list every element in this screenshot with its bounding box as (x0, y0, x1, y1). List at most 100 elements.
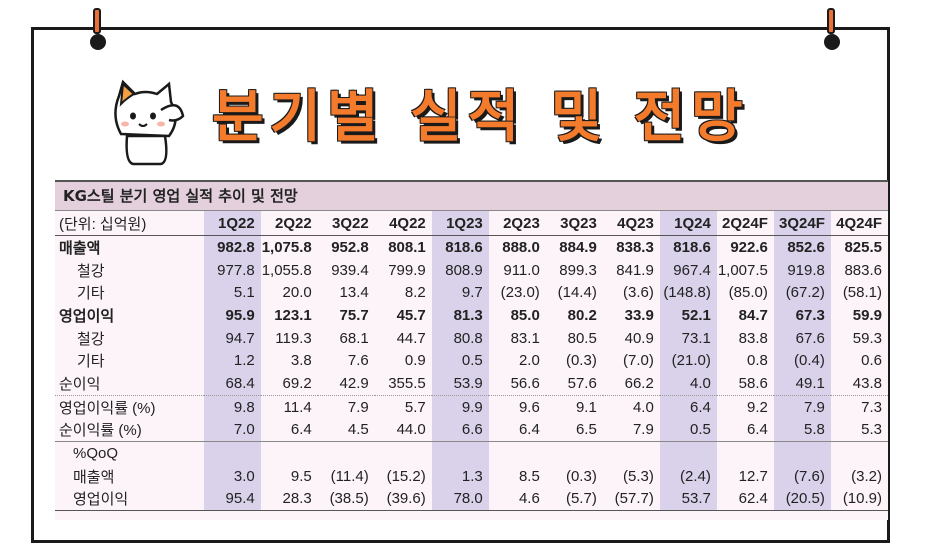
table-cell: 80.2 (567, 306, 597, 324)
table-cell (260, 441, 318, 465)
column-header-4q22: 4Q22 (374, 211, 432, 236)
table-cell: 69.2 (282, 374, 312, 392)
table-cell: (148.8) (659, 281, 717, 305)
table-cell: 59.3 (852, 329, 882, 347)
table-cell: 20.0 (282, 284, 312, 302)
table-cell: (14.4) (557, 284, 597, 302)
table-cell: 838.3 (616, 238, 654, 256)
table-cell: 7.9 (317, 394, 375, 419)
table-header-row: (단위: 십억원) 1Q22 2Q22 3Q22 4Q22 1Q23 2Q23 3Q23 4Q2… (55, 211, 888, 236)
row-label: 철강 (77, 262, 105, 280)
table-cell: 52.1 (659, 304, 717, 327)
table-cell: 44.0 (396, 421, 426, 439)
table-row: 기타 1.2 3.8 7.6 0.9 0.5 2.0 (0.3) (7.0) (21.0) 0.8 (… (55, 349, 888, 373)
table-cell: 44.7 (396, 329, 426, 347)
table-cell: 123.1 (274, 306, 312, 324)
table-caption: KG스틸 분기 영업 실적 추이 및 전망 (55, 180, 888, 211)
row-label: 영업이익 (59, 307, 115, 325)
table-cell: 825.5 (844, 238, 882, 256)
table-cell: 982.8 (203, 235, 261, 259)
column-header-1q23: 1Q23 (431, 211, 489, 236)
table-cell: 7.9 (773, 394, 831, 419)
table-cell: 939.4 (331, 261, 369, 279)
table-cell: 808.9 (431, 258, 489, 282)
table-cell: (7.6) (773, 464, 831, 488)
table-cell: 1,007.5 (717, 261, 768, 279)
table-cell: 5.1 (203, 281, 261, 305)
table-cell: 3.8 (290, 352, 312, 370)
table-cell: 9.6 (488, 394, 546, 419)
table-cell (317, 441, 375, 465)
table-cell: (3.2) (851, 467, 882, 485)
table-cell: 899.3 (559, 261, 597, 279)
table-cell: 6.4 (290, 421, 312, 439)
table-cell: (58.1) (842, 284, 882, 302)
table-cell: 67.3 (773, 304, 831, 327)
table-cell: 83.8 (738, 329, 768, 347)
earnings-table-panel: KG스틸 분기 영업 실적 추이 및 전망 (단위: 십억원) 1Q22 2Q22 3… (55, 180, 888, 520)
table-cell: 1.3 (431, 464, 489, 488)
table-cell: (5.3) (622, 467, 654, 485)
table-cell: (15.2) (386, 467, 426, 485)
table-cell (203, 441, 261, 465)
table-row: %QoQ (55, 441, 888, 465)
table-cell: 9.1 (545, 394, 603, 419)
table-cell: (38.5) (317, 487, 375, 512)
table-cell: 53.9 (431, 372, 489, 396)
table-cell: (5.7) (545, 487, 603, 512)
table-cell: (3.6) (622, 284, 654, 302)
table-cell: 841.9 (616, 261, 654, 279)
table-cell: 4.6 (488, 487, 546, 512)
table-cell: 75.7 (339, 306, 369, 324)
table-row: 철강 94.7 119.3 68.1 44.7 80.8 83.1 80.5 40.9 73.1 8… (55, 326, 888, 350)
row-label: 매출액 (73, 468, 115, 486)
table-cell: 28.3 (260, 487, 318, 512)
table-cell: (0.4) (773, 349, 831, 373)
table-cell: 8.5 (518, 467, 540, 485)
table-cell (602, 441, 660, 465)
table-cell: 42.9 (339, 374, 369, 392)
table-cell: 80.5 (567, 329, 597, 347)
table-cell: 6.4 (518, 421, 540, 439)
table-cell: (7.0) (622, 352, 654, 370)
row-label: 영업이익 (55, 487, 204, 512)
column-header-2q22: 2Q22 (260, 211, 318, 236)
table-cell: 9.9 (431, 394, 489, 419)
table-cell: 808.1 (388, 238, 426, 256)
table-cell: 6.5 (575, 421, 597, 439)
table-cell (488, 441, 546, 465)
table-cell: 2.0 (518, 352, 540, 370)
table-cell: 0.8 (747, 352, 768, 370)
table-cell: 0.5 (659, 418, 717, 442)
table-cell: 4.5 (347, 421, 369, 439)
table-cell: 9.5 (290, 467, 312, 485)
table-cell: 884.9 (559, 238, 597, 256)
table-cell: 852.6 (773, 235, 831, 259)
table-cell: 62.4 (716, 487, 774, 512)
table-cell: 911.0 (503, 261, 540, 279)
table-cell: 94.7 (203, 326, 261, 350)
table-cell: (10.9) (830, 487, 888, 512)
table-cell: (21.0) (659, 349, 717, 373)
row-label: %QoQ (55, 441, 204, 465)
table-cell: (85.0) (728, 284, 768, 302)
column-header-3q22: 3Q22 (317, 211, 375, 236)
table-cell: 83.1 (510, 329, 540, 347)
table-cell: 7.3 (830, 394, 888, 419)
table-cell: 85.0 (510, 306, 540, 324)
table-cell: 53.7 (659, 487, 717, 512)
table-cell: 73.1 (659, 326, 717, 350)
table-cell: 818.6 (659, 235, 717, 259)
table-cell: 12.7 (738, 467, 768, 485)
table-cell: 1,075.8 (261, 238, 312, 256)
table-cell: 977.8 (203, 258, 261, 282)
table-cell: (39.6) (374, 487, 432, 512)
cat-mascot-icon (114, 79, 185, 166)
table-cell: 1.2 (203, 349, 261, 373)
column-header-2q23: 2Q23 (488, 211, 546, 236)
table-cell: 4.0 (602, 394, 660, 419)
row-label: 순이익 (59, 375, 101, 393)
table-cell: 4.0 (659, 372, 717, 396)
table-cell (716, 441, 774, 465)
table-cell: 7.6 (347, 352, 369, 370)
